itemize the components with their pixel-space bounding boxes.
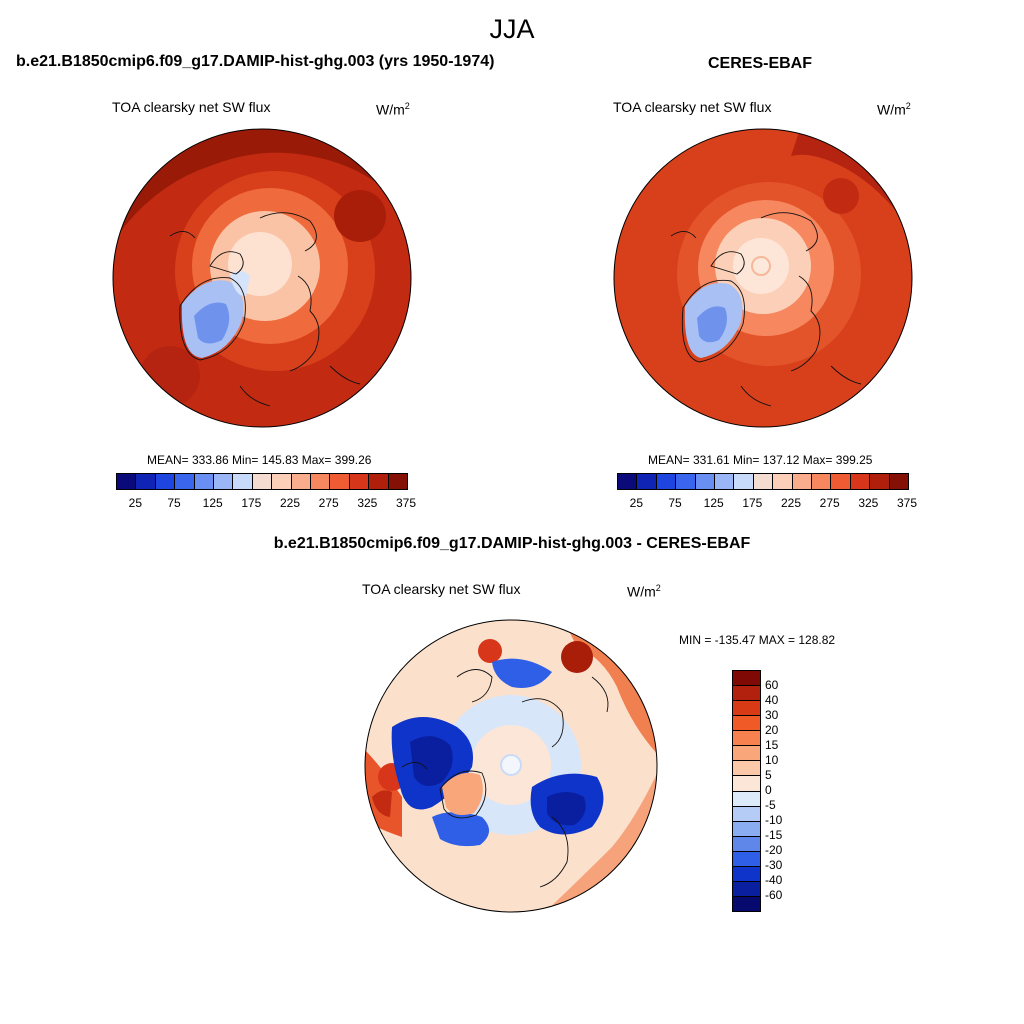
diff-colorbar-swatch: [733, 731, 760, 747]
diff-colorbar-swatch: [733, 761, 760, 777]
left-colorbar-tick-label: 75: [167, 496, 181, 510]
diff-colorbar-swatch: [733, 881, 760, 897]
left-colorbar-swatch: [291, 474, 312, 489]
right-colorbar-ticks: 25 75 125 175 225 275 325 375: [617, 496, 917, 510]
left-colorbar-swatch: [388, 474, 408, 489]
right-colorbar-swatch: [618, 474, 638, 489]
right-colorbar-tick-label: 325: [858, 496, 879, 510]
right-variable-label: TOA clearsky net SW flux: [613, 99, 772, 115]
diff-colorbar-tick-label: 0: [765, 783, 772, 797]
right-panel-title: CERES-EBAF: [708, 55, 813, 72]
right-colorbar-tick-label: 125: [703, 496, 724, 510]
diff-colorbar-ticks: 60 40 30 20 15 10 5 0 -5 -10 -15 -20 -30 -40 -60: [765, 670, 805, 912]
left-colorbar-swatch: [136, 474, 156, 489]
right-colorbar-swatch: [715, 474, 735, 489]
right-colorbar-swatch: [753, 474, 774, 489]
right-colorbar-swatch: [850, 474, 871, 489]
right-polar-map: [613, 128, 913, 428]
diff-variable-label: TOA clearsky net SW flux: [362, 581, 521, 597]
left-colorbar-tick-label: 175: [241, 496, 262, 510]
left-colorbar-swatch: [214, 474, 234, 489]
left-colorbar-tick-label: 225: [279, 496, 301, 510]
right-colorbar-tick-label: 175: [742, 496, 763, 510]
diff-colorbar-swatch: [733, 896, 760, 911]
left-colorbar-swatch: [330, 474, 350, 489]
diff-colorbar-tick-label: -60: [765, 888, 783, 902]
left-units-label: W/m2: [376, 101, 410, 118]
diff-colorbar-tick-label: 60: [765, 678, 779, 692]
right-colorbar: [617, 473, 909, 490]
left-stats: MEAN= 333.86 Min= 145.83 Max= 399.26: [147, 453, 372, 467]
right-colorbar-swatch: [831, 474, 851, 489]
left-colorbar-tick-label: 325: [357, 496, 378, 510]
right-colorbar-swatch: [656, 474, 677, 489]
left-colorbar-tick-label: 125: [202, 496, 223, 510]
diff-colorbar-tick-label: 10: [765, 753, 779, 767]
diff-colorbar-swatch: [733, 851, 760, 867]
diff-colorbar-tick-label: -40: [765, 873, 783, 887]
diff-minmax: MIN = -135.47 MAX = 128.82: [679, 633, 836, 647]
left-colorbar-swatch: [117, 474, 137, 489]
left-colorbar-tick-label: 375: [395, 496, 417, 510]
diff-colorbar-swatch: [733, 776, 760, 792]
diff-colorbar-tick-label: 15: [765, 738, 779, 752]
diff-colorbar-tick-label: 40: [765, 693, 779, 707]
diff-colorbar-swatch: [733, 701, 760, 717]
diff-colorbar-tick-label: 30: [765, 708, 779, 722]
right-stats: MEAN= 331.61 Min= 137.12 Max= 399.25: [648, 453, 873, 467]
left-colorbar-swatch: [175, 474, 195, 489]
diff-colorbar-tick-label: 20: [765, 723, 779, 737]
diff-colorbar-swatch: [733, 866, 760, 882]
diff-colorbar: [732, 670, 761, 912]
right-colorbar-swatch: [870, 474, 890, 489]
left-polar-map: [112, 128, 412, 428]
right-colorbar-tick-label: 375: [896, 496, 918, 510]
left-colorbar-tick-label: 25: [128, 496, 143, 510]
right-colorbar-swatch: [734, 474, 754, 489]
season-title: JJA: [489, 14, 535, 44]
diff-colorbar-swatch: [733, 746, 760, 762]
right-colorbar-swatch: [889, 474, 909, 489]
right-colorbar-swatch: [695, 474, 716, 489]
diff-panel-title: b.e21.B1850cmip6.f09_g17.DAMIP-hist-ghg.…: [273, 535, 751, 552]
left-colorbar-ticks: 25 75 125 175 225 275 325 375: [116, 496, 416, 510]
left-colorbar: [116, 473, 408, 490]
diff-colorbar-swatch: [733, 791, 760, 807]
right-colorbar-tick-label: 25: [629, 496, 644, 510]
diff-colorbar-swatch: [733, 821, 760, 837]
right-colorbar-tick-label: 225: [780, 496, 802, 510]
left-colorbar-swatch: [369, 474, 389, 489]
diff-polar-map: [364, 619, 658, 913]
left-colorbar-swatch: [155, 474, 176, 489]
left-panel-title: b.e21.B1850cmip6.f09_g17.DAMIP-hist-ghg.…: [16, 53, 495, 70]
diff-colorbar-tick-label: -10: [765, 813, 783, 827]
diff-colorbar-swatch: [733, 671, 760, 687]
diff-colorbar-tick-label: -15: [765, 828, 783, 842]
diff-colorbar-swatch: [733, 686, 760, 702]
left-colorbar-swatch: [311, 474, 331, 489]
diff-colorbar-tick-label: -30: [765, 858, 783, 872]
left-colorbar-swatch: [272, 474, 292, 489]
left-colorbar-swatch: [252, 474, 273, 489]
diff-colorbar-swatch: [733, 836, 760, 852]
diff-colorbar-swatch: [733, 716, 760, 732]
right-colorbar-swatch: [676, 474, 696, 489]
diff-units-label: W/m2: [627, 583, 661, 600]
right-colorbar-swatch: [637, 474, 657, 489]
left-colorbar-swatch: [194, 474, 215, 489]
right-colorbar-swatch: [812, 474, 832, 489]
right-units-label: W/m2: [877, 101, 911, 118]
diff-colorbar-swatch: [733, 806, 760, 822]
left-variable-label: TOA clearsky net SW flux: [112, 99, 271, 115]
right-colorbar-tick-label: 275: [819, 496, 840, 510]
left-colorbar-swatch: [349, 474, 370, 489]
left-colorbar-swatch: [233, 474, 253, 489]
right-colorbar-tick-label: 75: [668, 496, 682, 510]
diff-colorbar-tick-label: -5: [765, 798, 776, 812]
diff-colorbar-tick-label: 5: [765, 768, 772, 782]
right-colorbar-swatch: [773, 474, 793, 489]
right-colorbar-swatch: [792, 474, 813, 489]
left-colorbar-tick-label: 275: [318, 496, 339, 510]
diff-colorbar-tick-label: -20: [765, 843, 783, 857]
